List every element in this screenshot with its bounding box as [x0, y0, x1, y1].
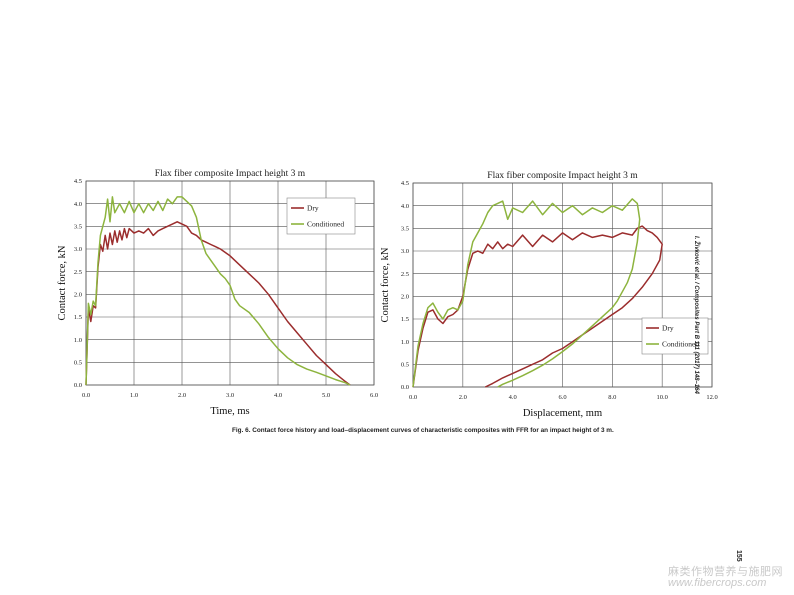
y-tick-label: 2.5: [74, 269, 82, 276]
x-tick-label: 4.0: [509, 394, 517, 401]
y-tick-label: 4.5: [401, 180, 409, 187]
x-tick-label: 6.0: [370, 392, 378, 399]
x-tick-label: 12.0: [706, 394, 717, 401]
watermark-url: www.fibercrops.com: [668, 577, 767, 589]
legend: Dry Conditioned: [286, 197, 356, 235]
y-tick-label: 1.0: [74, 337, 82, 344]
y-tick-label: 3.0: [401, 248, 409, 255]
legend-label-conditioned: Conditioned: [307, 220, 344, 229]
y-tick-label: 2.0: [74, 292, 82, 299]
chart-1: 0.0 0.5 1.0 1.5 2.0 2.5 3.0 3.5 4.0 4.5 0.0 1.0 2.0 3…: [57, 168, 378, 417]
y-tick-label: 2.0: [401, 294, 409, 301]
y-tick-label: 3.5: [401, 226, 409, 233]
legend-label-dry: Dry: [307, 204, 319, 213]
watermark-chinese: 麻类作物营养与施肥网: [668, 566, 783, 578]
series-line-dry: [85, 221, 351, 386]
legend: Dry Conditioned: [641, 317, 709, 355]
chart-title: Flax fiber composite Impact height 3 m: [487, 170, 638, 181]
y-axis-label: Contact force, kN: [380, 247, 391, 322]
legend-label-conditioned: Conditioned: [662, 340, 699, 349]
y-tick-label: 2.5: [401, 271, 409, 278]
x-tick-label: 2.0: [459, 394, 467, 401]
y-tick-label: 3.0: [74, 246, 82, 253]
y-tick-label: 0.5: [74, 360, 82, 367]
x-tick-label: 6.0: [558, 394, 566, 401]
y-tick-label: 3.5: [74, 224, 82, 231]
y-tick-label: 4.0: [401, 203, 409, 210]
x-axis-label: Time, ms: [210, 406, 249, 417]
y-tick-label: 1.5: [401, 316, 409, 323]
y-tick-label: 0.0: [401, 384, 409, 391]
legend-box: [641, 317, 709, 355]
x-axis-label: Displacement, mm: [523, 408, 602, 419]
page-number: 155: [735, 550, 742, 562]
x-tick-label: 1.0: [130, 392, 138, 399]
legend-box: [286, 197, 356, 235]
series-line-conditioned: [85, 196, 351, 386]
x-tick-label: 8.0: [608, 394, 616, 401]
y-tick-label: 4.5: [74, 178, 82, 185]
x-tick-label: 5.0: [322, 392, 330, 399]
journal-running-head: I. Živković et al. / Composites Part B 1…: [693, 236, 699, 394]
y-axis-label: Contact force, kN: [57, 245, 68, 320]
y-tick-label: 1.0: [401, 339, 409, 346]
x-tick-label: 0.0: [82, 392, 90, 399]
y-tick-label: 0.0: [74, 382, 82, 389]
y-tick-label: 4.0: [74, 201, 82, 208]
legend-label-dry: Dry: [662, 324, 674, 333]
x-tick-label: 0.0: [409, 394, 417, 401]
y-tick-label: 1.5: [74, 314, 82, 321]
figure-caption: Fig. 6. Contact force history and load–d…: [232, 427, 614, 434]
x-tick-label: 2.0: [178, 392, 186, 399]
x-tick-label: 3.0: [226, 392, 234, 399]
series-line-conditioned: [412, 198, 641, 388]
series-line-dry: [412, 225, 663, 388]
chart-title: Flax fiber composite Impact height 3 m: [155, 168, 306, 179]
x-tick-label: 4.0: [274, 392, 282, 399]
y-tick-label: 0.5: [401, 362, 409, 369]
x-tick-label: 10.0: [656, 394, 667, 401]
chart-2: 0.0 0.5 1.0 1.5 2.0 2.5 3.0 3.5 4.0 4.5 0.0 2.0 4.0 6…: [380, 170, 718, 419]
